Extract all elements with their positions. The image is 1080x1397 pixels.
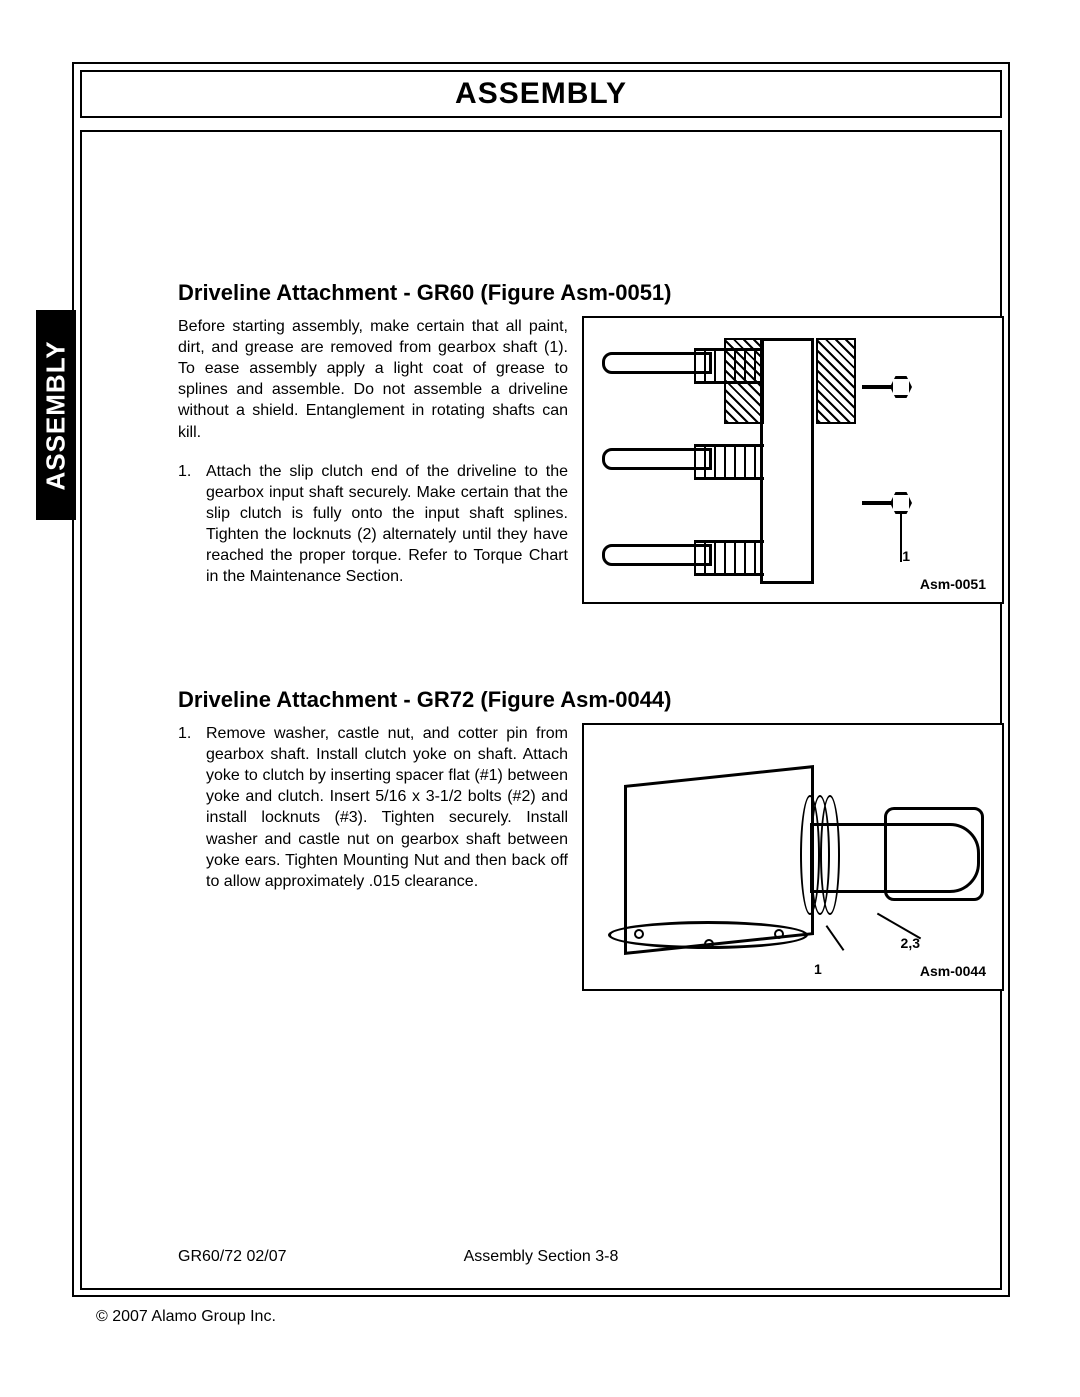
section-gr60: Driveline Attachment - GR60 (Figure Asm-… xyxy=(178,280,1068,604)
leader-line xyxy=(826,925,845,951)
copyright: © 2007 Alamo Group Inc. xyxy=(96,1308,276,1326)
section1-text: Before starting assembly, make certain t… xyxy=(178,316,568,587)
figure-id: Asm-0051 xyxy=(920,576,986,592)
step-number: 1. xyxy=(178,723,194,892)
section2-text: 1. Remove washer, castle nut, and cotter… xyxy=(178,723,568,892)
section-gr72: Driveline Attachment - GR72 (Figure Asm-… xyxy=(178,687,1068,991)
yoke-arm-shape xyxy=(602,352,712,374)
step-number: 1. xyxy=(178,461,194,588)
footer-center: Assembly Section 3-8 xyxy=(82,1248,1000,1266)
section-heading: Driveline Attachment - GR60 (Figure Asm-… xyxy=(178,280,1068,306)
step-body: Remove washer, castle nut, and cotter pi… xyxy=(206,723,568,892)
content-frame: Driveline Attachment - GR60 (Figure Asm-… xyxy=(80,130,1002,1290)
callout-23: 2,3 xyxy=(901,935,920,951)
header-box: ASSEMBLY xyxy=(80,70,1002,118)
yoke-arm-shape xyxy=(602,448,712,470)
section-tab-label: ASSEMBLY xyxy=(41,340,72,490)
yoke-arm-shape xyxy=(602,544,712,566)
hatch-shape xyxy=(816,338,856,424)
bolt-shape xyxy=(862,488,912,518)
intro-paragraph: Before starting assembly, make certain t… xyxy=(178,316,568,443)
figure-asm-0051: 1 Asm-0051 xyxy=(582,316,1004,604)
callout-1: 1 xyxy=(902,548,910,564)
figure-asm-0044: 2,3 1 Asm-0044 xyxy=(582,723,1004,991)
clutch-plate-shape xyxy=(760,338,814,584)
section-tab: ASSEMBLY xyxy=(36,310,76,520)
list-item: 1. Attach the slip clutch end of the dri… xyxy=(178,461,568,588)
yoke-shape xyxy=(884,807,984,901)
flange-bolt-icon xyxy=(634,929,644,939)
bolt-shape xyxy=(862,372,912,402)
flange-bolt-icon xyxy=(774,929,784,939)
figure-id: Asm-0044 xyxy=(920,963,986,979)
step-body: Attach the slip clutch end of the drivel… xyxy=(206,461,568,588)
page-title: ASSEMBLY xyxy=(455,77,627,111)
section-heading: Driveline Attachment - GR72 (Figure Asm-… xyxy=(178,687,1068,713)
list-item: 1. Remove washer, castle nut, and cotter… xyxy=(178,723,568,892)
flange-bolt-icon xyxy=(704,939,714,949)
callout-1: 1 xyxy=(814,961,822,977)
